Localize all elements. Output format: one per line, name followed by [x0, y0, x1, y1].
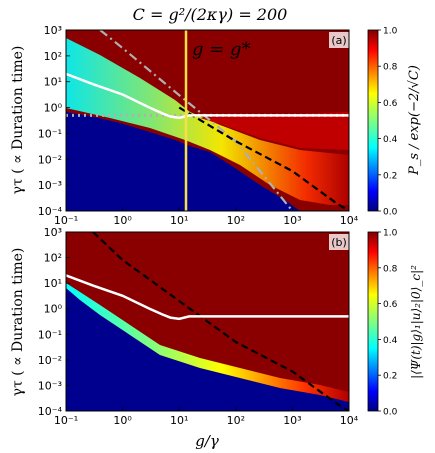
colorbar-tick-label-a-0: 0.0 — [383, 208, 398, 218]
panel-b-label-bg — [329, 234, 349, 250]
y-tick-label-b-6: 10² — [44, 252, 62, 265]
colorbar-tick-label-b-1: 0.2 — [383, 372, 397, 382]
y-tick-label-b-2: 10⁻² — [38, 354, 62, 367]
colorbar-tick-label-a-4: 0.8 — [383, 63, 398, 73]
dashed-black-line-b — [92, 232, 349, 411]
y-tick-label-b-0: 10⁻⁴ — [38, 405, 63, 418]
colorbar-b: 0.0 0.2 0.4 0.6 0.8 1.0 |⟨Ψ(t)|g⟩₁|u⟩₂|0⟩_c|² — [367, 229, 423, 418]
panel-b-low-region — [66, 288, 349, 411]
colorbar-a-label: P_s / exp(−2/√C) — [407, 65, 422, 176]
y-tick-label-b-4: 10⁰ — [44, 303, 63, 316]
x-tick-label-a-3: 10² — [227, 214, 245, 227]
x-tick-label-b-1: 10⁰ — [113, 414, 132, 427]
x-tick-label-b-5: 10⁴ — [340, 414, 359, 427]
white-curve-b — [66, 274, 349, 321]
x-tick-label-b-2: 10¹ — [170, 414, 188, 427]
panel-a-high-region — [200, 112, 349, 150]
colorbar-tick-label-b-2: 0.4 — [383, 336, 398, 346]
colorbar-a-gradient — [367, 29, 379, 212]
panel-a-low-region — [66, 112, 300, 211]
y-axis-label-b: γτ ( ∝ Duration time) — [10, 248, 26, 397]
colorbar-tick-label-a-3: 0.6 — [383, 99, 398, 109]
x-axis-label: g/γ — [195, 432, 219, 450]
x-tick-label-a-4: 10³ — [283, 214, 301, 227]
x-tick-label-b-4: 10³ — [283, 414, 301, 427]
colorbar-tick-label-b-5: 1.0 — [383, 229, 398, 239]
x-tick-label-a-2: 10¹ — [170, 214, 188, 227]
y-tick-label-a-7: 10³ — [44, 24, 62, 37]
panel-b-frame — [65, 231, 350, 412]
colorbar-b-gradient — [367, 231, 379, 412]
y-tick-label-a-0: 10⁻⁴ — [38, 205, 63, 218]
g-star-annotation: g = g* — [192, 39, 251, 60]
y-axis-label-a: γτ ( ∝ Duration time) — [10, 46, 26, 195]
x-tick-label-a-5: 10⁴ — [340, 214, 359, 227]
x-tick-label-b-0: 10⁻¹ — [54, 414, 78, 427]
colorbar-b-label: |⟨Ψ(t)|g⟩₁|u⟩₂|0⟩_c|² — [409, 265, 423, 379]
colorbar-a: 0.0 0.2 0.4 0.6 0.8 1.0 P_s / exp(−2/√C) — [367, 27, 422, 218]
colorbar-tick-label-b-3: 0.6 — [383, 300, 398, 310]
x-tick-label-a-0: 10⁻¹ — [54, 214, 78, 227]
figure-title: C = g²/(2κγ) = 200 — [133, 5, 288, 24]
panel-b-label: (b) — [331, 236, 347, 249]
x-tick-label-a-1: 10⁰ — [113, 214, 132, 227]
y-tick-label-a-1: 10⁻³ — [38, 179, 62, 192]
colorbar-tick-label-a-5: 1.0 — [383, 27, 398, 37]
y-tick-label-a-5: 10¹ — [44, 76, 62, 89]
y-tick-label-b-5: 10¹ — [44, 277, 62, 290]
panel-a: g = g* (a) 10⁻¹ 10⁰ 10¹ 10² 10³ 10⁴ 10⁻⁴ 10⁻³ 10… — [10, 24, 359, 227]
panel-a-label: (a) — [331, 34, 346, 47]
y-tick-label-a-4: 10⁰ — [44, 102, 63, 115]
panel-b: (b) 10⁻¹ 10⁰ 10¹ 10² 10³ 10⁴ 10⁻⁴ 10⁻³ 10⁻² 10⁻¹ 1… — [10, 226, 359, 450]
y-tick-label-a-2: 10⁻² — [38, 153, 62, 166]
dashdot-gray-line-a — [99, 30, 294, 211]
panel-a-label-bg — [329, 32, 349, 48]
panel-a-frame — [65, 29, 350, 212]
y-tick-label-b-1: 10⁻³ — [38, 379, 62, 392]
y-tick-label-b-3: 10⁻¹ — [38, 328, 62, 341]
panel-b-transition-band — [66, 283, 349, 402]
y-tick-label-a-6: 10² — [44, 50, 62, 63]
y-tick-label-a-3: 10⁻¹ — [38, 127, 62, 140]
y-tick-label-b-7: 10³ — [44, 226, 62, 239]
colorbar-tick-label-a-2: 0.4 — [383, 135, 398, 145]
dashed-black-line-a — [178, 106, 349, 211]
x-tick-label-b-3: 10² — [227, 414, 245, 427]
colorbar-tick-label-b-0: 0.0 — [383, 408, 398, 418]
colorbar-tick-label-a-1: 0.2 — [383, 171, 397, 181]
colorbar-tick-label-b-4: 0.8 — [383, 264, 398, 274]
